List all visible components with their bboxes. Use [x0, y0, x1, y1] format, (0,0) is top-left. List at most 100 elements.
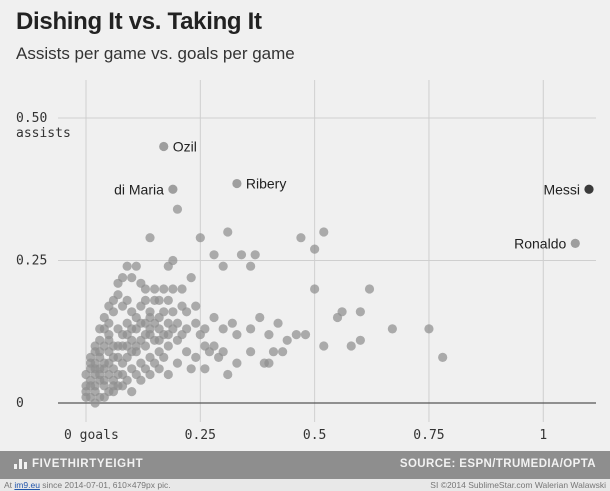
x-tick-label: 1: [539, 428, 547, 443]
data-point: [172, 358, 183, 368]
brand-label: FIVETHIRTYEIGHT: [32, 458, 144, 470]
y-tick-label: 0.25: [16, 254, 47, 269]
credits-text: since 2014-07-01, 610×479px pic.: [39, 480, 171, 490]
data-point: [99, 392, 109, 402]
data-point: [172, 318, 183, 328]
data-point: [163, 261, 173, 271]
brand[interactable]: FIVETHIRTYEIGHT: [14, 458, 143, 470]
x-tick-label: 0.75: [413, 428, 444, 443]
data-point: [227, 318, 237, 328]
point-label: Ribery: [246, 176, 286, 192]
data-point: [177, 284, 187, 294]
data-point: [90, 341, 100, 351]
credits-link[interactable]: im9.eu: [14, 480, 40, 490]
data-point: [424, 324, 434, 334]
data-point: [273, 318, 283, 328]
data-point: [195, 233, 205, 243]
data-point: [117, 330, 128, 340]
data-point: [223, 227, 233, 237]
data-point: [195, 330, 205, 340]
data-point: [163, 341, 173, 351]
data-point: [218, 324, 228, 334]
data-point: [113, 341, 123, 351]
data-point: [140, 295, 151, 305]
data-point: [104, 335, 114, 345]
data-point: [282, 335, 292, 345]
data-point: [90, 398, 100, 408]
data-point: [117, 301, 128, 311]
footer-bar: FIVETHIRTYEIGHT SOURCE: ESPN/TRUMEDIA/OP…: [0, 451, 610, 479]
labeled-point: [584, 184, 594, 194]
data-point: [236, 250, 247, 260]
data-point: [182, 324, 192, 334]
point-label: Ozil: [173, 139, 197, 155]
data-point: [232, 330, 242, 340]
data-point: [310, 244, 320, 254]
data-point: [127, 324, 137, 334]
data-point: [127, 387, 137, 397]
labeled-point: [232, 178, 242, 189]
data-point: [364, 284, 375, 294]
data-point: [136, 318, 146, 328]
data-point: [186, 273, 196, 283]
data-point: [255, 312, 265, 323]
labeled-point: [168, 184, 178, 194]
data-point: [154, 335, 164, 345]
data-point: [177, 301, 187, 311]
data-point: [319, 227, 329, 237]
data-point: [149, 295, 160, 305]
y-axis-unit-label: assists: [16, 126, 71, 141]
data-point: [136, 375, 146, 385]
data-point: [99, 312, 109, 323]
data-point: [163, 330, 173, 340]
data-point: [200, 364, 210, 374]
data-point: [145, 324, 155, 334]
data-point: [246, 261, 256, 271]
data-point: [159, 284, 169, 294]
data-point: [246, 324, 256, 334]
y-tick-label: 0: [16, 396, 24, 411]
chart-subtitle: Assists per game vs. goals per game: [16, 44, 295, 63]
data-point: [159, 352, 169, 362]
data-point: [346, 341, 356, 351]
data-point: [81, 381, 91, 391]
data-point: [250, 250, 260, 260]
data-point: [131, 341, 141, 351]
credits-prefix: At: [4, 480, 15, 490]
data-point: [438, 352, 448, 362]
fivethirtyeight-logo-icon: [14, 459, 27, 469]
data-point: [104, 369, 114, 380]
data-point: [300, 330, 311, 340]
data-point: [209, 312, 219, 323]
data-point: [122, 341, 132, 351]
point-labels: Ozil di Maria Ribery Messi Ronaldo: [114, 139, 580, 252]
data-point: [337, 307, 347, 317]
y-tick-label: 0.50: [16, 111, 47, 126]
data-point: [95, 364, 105, 374]
point-label: Ronaldo: [514, 235, 566, 251]
data-point: [140, 341, 151, 351]
data-point: [209, 341, 219, 351]
data-point: [140, 284, 151, 294]
data-point: [264, 358, 274, 368]
data-point: [122, 261, 132, 271]
data-point: [278, 347, 288, 357]
point-label: Messi: [543, 181, 580, 197]
data-point: [191, 318, 201, 328]
data-point: [268, 347, 279, 357]
data-point: [145, 233, 155, 243]
x-tick-label: 0.25: [185, 428, 216, 443]
data-point: [387, 324, 397, 334]
data-point: [218, 347, 228, 357]
data-point: [319, 341, 329, 351]
data-point: [218, 261, 228, 271]
data-point: [117, 381, 128, 391]
data-point: [117, 273, 128, 283]
x-tick-label: 0.5: [303, 428, 326, 443]
data-point: [104, 347, 114, 357]
data-point: [81, 392, 91, 402]
labeled-point: [570, 238, 580, 248]
data-point: [113, 369, 123, 380]
